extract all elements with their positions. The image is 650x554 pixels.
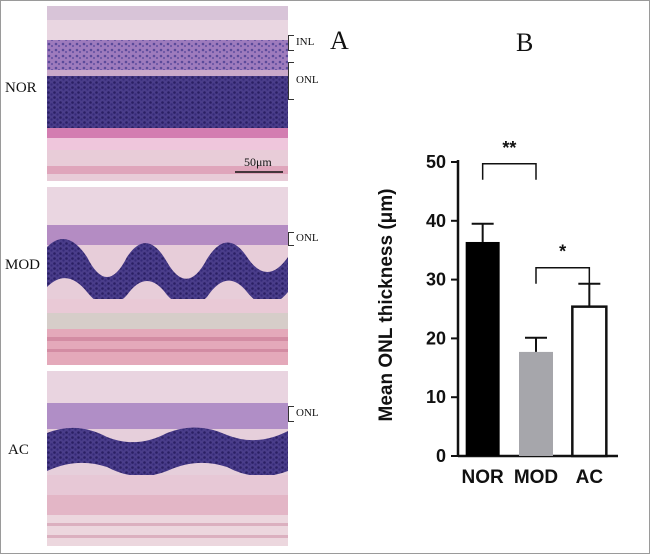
layer-label-mod-onl: ONL bbox=[296, 232, 319, 244]
micrograph-nor bbox=[47, 6, 288, 181]
layer-label-inl: INL bbox=[296, 36, 315, 48]
ac-onl-bracket bbox=[288, 406, 294, 422]
y-tick-label: 20 bbox=[426, 328, 446, 348]
x-tick-label: MOD bbox=[514, 467, 558, 488]
significance-bracket bbox=[535, 266, 591, 284]
y-tick-label: 50 bbox=[426, 152, 446, 172]
x-tick-label: AC bbox=[576, 467, 604, 488]
chart-axes: 0 10 20 30 40 50 NOR MOD AC bbox=[426, 152, 618, 488]
panel-a-letter: A bbox=[330, 26, 349, 55]
row-label-mod: MOD bbox=[5, 257, 41, 273]
layer-label-ac-onl: ONL bbox=[296, 407, 319, 419]
layer-label-nor-onl: ONL bbox=[296, 74, 319, 86]
significance-label: * bbox=[559, 242, 566, 262]
panel-b-letter: B bbox=[516, 28, 534, 57]
micrograph-ac bbox=[47, 371, 288, 546]
y-tick-label: 10 bbox=[426, 387, 446, 407]
x-tick-label: NOR bbox=[462, 467, 505, 488]
chart-bars bbox=[465, 222, 608, 458]
significance-bracket bbox=[481, 162, 537, 180]
bar-ac bbox=[571, 305, 608, 458]
y-tick-label: 40 bbox=[426, 211, 446, 231]
y-axis-label: Mean ONL thickness (μm) bbox=[376, 189, 397, 422]
row-label-nor: NOR bbox=[5, 80, 37, 96]
bar-mod bbox=[519, 351, 553, 456]
y-tick-label: 30 bbox=[426, 270, 446, 290]
micrograph-nor-scale-bar: 50μm bbox=[244, 155, 272, 169]
micrograph-mod bbox=[47, 187, 288, 365]
row-label-ac: AC bbox=[8, 442, 29, 458]
significance-label: ** bbox=[502, 140, 516, 158]
significance-markers: *** bbox=[481, 140, 591, 284]
bar-nor bbox=[465, 241, 500, 456]
inl-bracket bbox=[288, 35, 294, 51]
y-tick-label: 0 bbox=[436, 446, 446, 466]
mod-onl-bracket bbox=[288, 232, 294, 246]
nor-onl-bracket bbox=[288, 62, 294, 100]
bar-chart: Mean ONL thickness (μm) 0 10 20 30 40 50 NOR MO… bbox=[376, 140, 618, 488]
